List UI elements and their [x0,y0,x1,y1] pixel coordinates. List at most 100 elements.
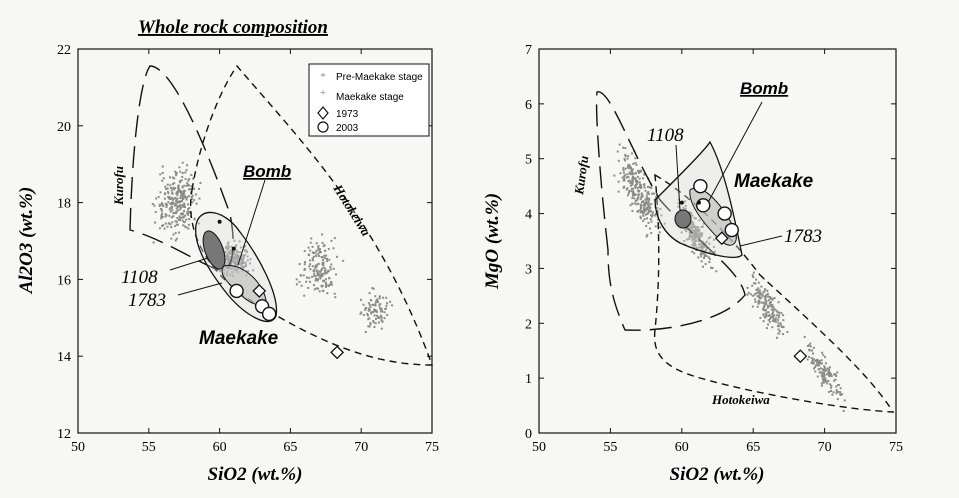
sample-dot [379,310,382,313]
legend-symbol-maekake: + [320,87,326,99]
sample-dot [822,381,825,384]
sample-dot [687,226,690,229]
sample-dot [227,247,230,250]
left-x-tick-label: 75 [425,440,439,455]
right-plot-frame [538,48,897,434]
sample-dot [644,202,647,205]
sample-dot [818,371,821,374]
sample-dot [705,240,708,243]
sample-dot [685,227,688,230]
sample-dot [325,284,328,287]
sample-dot [622,186,625,189]
sample-dot [820,367,823,370]
sample-dot [326,257,329,260]
sample-dot [181,175,184,178]
sample-dot [367,307,370,310]
sample-dot [366,314,369,317]
sample-dot [827,370,830,373]
sample-dot [309,249,312,252]
sample-dot [644,209,647,212]
sample-dot [700,252,703,255]
sample-dot [174,187,177,190]
point-1973 [330,345,345,360]
sample-dot [189,188,192,191]
sample-dot [176,197,179,200]
sample-dot [826,367,829,370]
sample-dot [244,263,247,266]
sample-dot [782,314,785,317]
sample-dot [648,210,651,213]
sample-dot [187,184,190,187]
sample-dot [646,206,649,209]
sample-dot [168,208,171,211]
sample-dot [634,172,637,175]
sample-dot [756,288,759,291]
sample-dot [172,212,175,215]
sample-dot [701,249,704,252]
sample-dot [695,231,698,234]
sample-dot [300,284,303,287]
sample-dot [812,362,815,365]
hotokeiwa-label-right: Hotokeiwa [711,392,770,407]
sample-dot [757,287,760,290]
sample-dot [198,187,201,190]
sample-dot [320,285,323,288]
sample-dot [688,227,691,230]
sample-dot [829,383,832,386]
sample-dot [386,313,389,316]
sample-dot [663,222,666,225]
sample-dot [311,259,314,262]
sample-dot [313,288,316,291]
sample-dot [627,154,630,157]
sample-dot [777,328,780,331]
sample-dot [765,300,768,303]
sample-dot [324,272,327,275]
sample-dot [175,212,178,215]
sample-dot [160,209,163,212]
sample-dot [624,147,627,150]
sample-dot [169,206,172,209]
sample-dot [165,188,168,191]
sample-dot [368,308,371,311]
sample-dot [240,256,243,259]
sample-dot [640,201,643,204]
sample-dot [762,301,765,304]
sample-dot [234,262,237,265]
right-x-axis-title: SiO2 (wt.%) [670,464,765,485]
sample-dot [175,237,178,240]
sample-dot [165,205,168,208]
sample-dot [312,270,315,273]
sample-dot [828,369,831,372]
sample-dot [644,204,647,207]
sample-dot [174,225,177,228]
sample-dot [622,179,625,182]
sample-dot [651,211,654,214]
sample-dot [169,202,172,205]
sample-dot [680,231,683,234]
sample-dot [367,325,370,328]
sample-dot [170,216,173,219]
sample-dot [173,182,176,185]
sample-dot [779,322,782,325]
sample-dot [660,214,663,217]
sample-dot [645,194,648,197]
sample-dot [813,367,816,370]
sample-dot [623,175,626,178]
sample-dot [823,366,826,369]
sample-dot [311,251,314,254]
sample-dot [761,294,764,297]
sample-dot [824,380,827,383]
right-y-tick-label: 4 [525,208,532,223]
sample-dot [321,263,324,266]
sample-dot [315,287,318,290]
sample-dot [752,276,755,279]
sample-dot [175,200,178,203]
sample-dot [379,306,382,309]
sample-dot [317,246,320,249]
sample-dot [315,270,318,273]
sample-dot [630,187,633,190]
sample-dot [321,242,324,245]
sample-dot [689,233,692,236]
sample-dot [688,211,691,214]
sample-dot [320,256,323,259]
